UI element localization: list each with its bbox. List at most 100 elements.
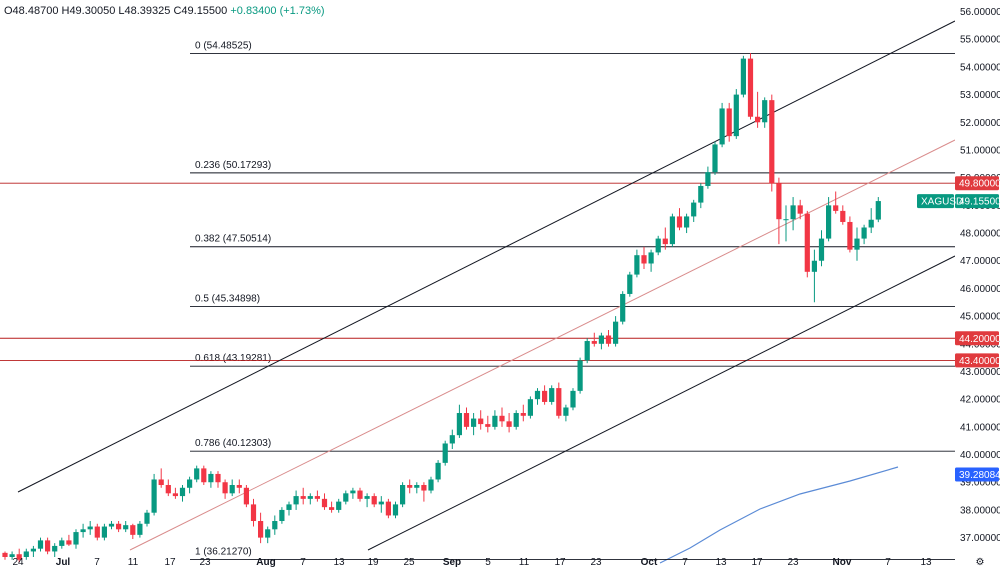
candle-body bbox=[378, 501, 384, 505]
candle bbox=[818, 230, 825, 267]
candle-body bbox=[790, 205, 796, 220]
candle bbox=[151, 473, 157, 516]
candle-body bbox=[747, 58, 754, 117]
candle bbox=[811, 249, 817, 303]
candle bbox=[577, 357, 583, 394]
x-tick-label: 13 bbox=[715, 557, 727, 568]
average-line-layer bbox=[659, 466, 899, 564]
y-tick-label: 38.00000 bbox=[960, 505, 1000, 516]
candle-body bbox=[80, 529, 86, 533]
candle bbox=[165, 479, 171, 497]
x-tick-label: 7 bbox=[300, 557, 306, 568]
candle bbox=[854, 227, 860, 261]
candle bbox=[215, 471, 221, 488]
candle bbox=[101, 523, 107, 541]
y-tick-label: 40.00000 bbox=[960, 450, 1000, 461]
candle-body bbox=[321, 498, 328, 508]
ohlc-legend: O48.48700 H49.30050 L48.39325 C49.15500 … bbox=[4, 5, 325, 17]
candle-body bbox=[407, 485, 413, 488]
y-tick-label: 53.00000 bbox=[960, 90, 1000, 101]
x-tick-label: 23 bbox=[590, 557, 602, 568]
candle-body bbox=[108, 523, 115, 527]
level-price-tag: 44.20000 bbox=[959, 334, 1000, 345]
candle bbox=[556, 382, 562, 419]
candle-body bbox=[691, 202, 697, 217]
candle bbox=[108, 521, 115, 530]
candle-body bbox=[265, 529, 271, 538]
gear-icon[interactable]: ⚙ bbox=[976, 557, 985, 568]
candle-body bbox=[563, 407, 569, 416]
candle-body bbox=[137, 523, 143, 535]
candle bbox=[357, 487, 363, 502]
x-tick-label: 25 bbox=[403, 557, 415, 568]
candle-body bbox=[187, 479, 193, 488]
candle-body bbox=[428, 479, 434, 491]
candle bbox=[868, 208, 874, 234]
candle-body bbox=[840, 210, 846, 222]
candle-body bbox=[499, 415, 505, 422]
channel-upper-line[interactable] bbox=[17, 20, 956, 493]
candle bbox=[158, 468, 164, 488]
candle-body bbox=[542, 390, 548, 402]
x-tick-label: 23 bbox=[199, 557, 211, 568]
candle bbox=[16, 548, 22, 563]
candle-body bbox=[194, 468, 200, 480]
fib-level-label: 0.382 (47.50514) bbox=[195, 234, 271, 245]
candle-body bbox=[9, 554, 15, 557]
candle-body bbox=[87, 526, 93, 530]
candle-body bbox=[698, 185, 704, 203]
channel-lower-line[interactable] bbox=[367, 255, 956, 551]
candle bbox=[428, 476, 434, 494]
candle-body bbox=[456, 413, 462, 436]
candle bbox=[250, 498, 257, 527]
price-axis[interactable]: 56.00000 55.00000 54.00000 53.00000 52.00000… bbox=[955, 0, 1000, 570]
candle-body bbox=[243, 487, 249, 505]
time-axis[interactable]: 24 Jul 7 11 17 23 Aug 7 13 19 25 Sep 5 11 17 23 Oct 7 13 17… bbox=[12, 557, 984, 568]
candle bbox=[59, 537, 65, 549]
candle bbox=[747, 53, 754, 120]
candle bbox=[662, 227, 668, 250]
candle bbox=[570, 388, 576, 411]
candle bbox=[123, 521, 129, 533]
candle bbox=[449, 429, 455, 450]
trend-channel[interactable] bbox=[17, 20, 956, 551]
horizontal-levels[interactable] bbox=[0, 182, 955, 361]
ohlc-close: C49.15500 bbox=[173, 5, 228, 17]
candle bbox=[73, 529, 79, 549]
x-tick-label: 24 bbox=[12, 557, 24, 568]
candle-body bbox=[776, 183, 782, 220]
candle bbox=[222, 479, 228, 499]
y-tick-label: 41.00000 bbox=[960, 422, 1000, 433]
candle-body bbox=[591, 341, 597, 344]
fib-level-label: 1 (36.21270) bbox=[195, 546, 252, 557]
level-price-tag: 43.40000 bbox=[959, 356, 1000, 367]
candle-body bbox=[826, 205, 832, 239]
candle-body bbox=[797, 205, 803, 214]
y-tick-label: 52.00000 bbox=[960, 118, 1000, 129]
candle-body bbox=[627, 274, 633, 294]
x-tick-label: 7 bbox=[885, 557, 891, 568]
candle-body bbox=[37, 540, 44, 549]
candle-body bbox=[811, 260, 817, 272]
candle-body bbox=[463, 413, 470, 427]
y-tick-label: 51.00000 bbox=[960, 145, 1000, 156]
candle-body bbox=[471, 418, 477, 427]
candle bbox=[861, 224, 867, 245]
candle bbox=[392, 501, 399, 519]
x-tick-label: 11 bbox=[519, 557, 530, 568]
candle-body bbox=[236, 485, 242, 488]
candle bbox=[307, 493, 313, 505]
candle-body bbox=[172, 493, 178, 497]
candle bbox=[208, 471, 214, 488]
x-tick-label: Oct bbox=[641, 557, 658, 568]
channel-mid-line[interactable] bbox=[129, 139, 956, 551]
candle bbox=[676, 208, 683, 231]
x-tick-label: 23 bbox=[787, 557, 799, 568]
candle bbox=[2, 551, 8, 560]
candle-body bbox=[641, 255, 647, 264]
candle-body bbox=[833, 205, 839, 211]
candle bbox=[421, 482, 427, 502]
candle-body bbox=[385, 501, 391, 516]
fibonacci-retracement[interactable]: 0 (54.48525) 0.236 (50.17293) 0.382 (47.50… bbox=[190, 40, 955, 560]
